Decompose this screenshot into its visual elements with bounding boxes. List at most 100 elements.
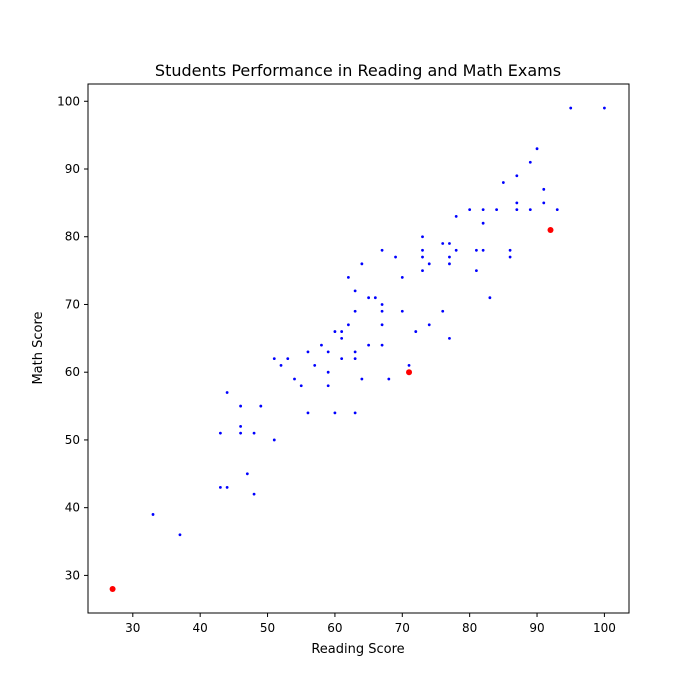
- chart-title: Students Performance in Reading and Math…: [155, 61, 561, 80]
- data-point: [528, 160, 532, 164]
- data-point: [239, 431, 243, 435]
- data-point: [380, 309, 384, 313]
- data-point: [454, 248, 458, 252]
- data-point: [326, 384, 330, 388]
- data-point: [320, 343, 323, 347]
- data-point: [488, 296, 492, 300]
- y-tick-label: 80: [65, 230, 80, 244]
- data-point: [441, 309, 445, 313]
- y-tick-label: 50: [65, 433, 80, 447]
- data-point: [421, 235, 424, 239]
- data-point: [373, 296, 377, 300]
- data-point: [481, 248, 485, 252]
- data-point: [542, 201, 546, 205]
- data-point: [353, 309, 357, 313]
- x-tick-label: 60: [327, 621, 342, 635]
- data-point: [448, 262, 451, 266]
- data-point: [225, 485, 229, 489]
- data-point: [515, 208, 519, 212]
- data-point: [400, 275, 404, 279]
- data-point: [481, 221, 485, 225]
- data-point: [380, 248, 384, 252]
- data-point: [306, 411, 310, 415]
- data-point: [340, 357, 344, 361]
- data-point: [272, 357, 276, 361]
- data-point: [259, 404, 263, 408]
- data-point: [367, 343, 371, 347]
- y-tick-label: 40: [65, 501, 80, 515]
- data-point: [508, 248, 512, 252]
- x-tick-label: 80: [462, 621, 477, 635]
- data-point: [528, 208, 532, 212]
- data-point: [475, 248, 478, 252]
- data-point: [252, 492, 256, 496]
- data-point: [225, 391, 229, 394]
- data-point: [367, 296, 371, 300]
- y-tick-label: 60: [65, 365, 80, 379]
- data-point: [293, 377, 296, 381]
- data-point: [448, 336, 451, 340]
- data-point: [333, 330, 337, 333]
- data-point: [603, 106, 606, 110]
- data-point: [151, 513, 155, 516]
- data-point: [501, 181, 505, 184]
- x-axis-label: Reading Score: [311, 642, 404, 657]
- data-point: [421, 255, 424, 259]
- data-point: [218, 485, 222, 489]
- data-point: [380, 303, 384, 306]
- data-point: [326, 370, 330, 374]
- y-tick-label: 100: [57, 94, 80, 108]
- data-point: [454, 215, 458, 218]
- data-point: [239, 424, 243, 428]
- x-tick-label: 90: [529, 621, 544, 635]
- data-point: [299, 384, 303, 388]
- x-tick-label: 100: [593, 621, 616, 635]
- data-point: [414, 330, 418, 333]
- data-point: [239, 404, 243, 408]
- plot-area-frame: [87, 83, 630, 614]
- data-point: [306, 350, 310, 354]
- y-axis: 30 40 50 60 70 80 90 100: [57, 94, 88, 582]
- data-point: [515, 174, 519, 178]
- data-point: [353, 289, 357, 293]
- data-point: [360, 262, 364, 266]
- data-point: [394, 255, 397, 259]
- data-point: [441, 242, 445, 245]
- data-point: [421, 248, 424, 252]
- y-axis-label: Math Score: [31, 311, 46, 384]
- data-point: [380, 323, 384, 327]
- data-point: [542, 187, 546, 191]
- x-tick-label: 30: [125, 621, 140, 635]
- data-point: [178, 533, 182, 537]
- data-point: [279, 364, 283, 367]
- data-point: [468, 208, 472, 212]
- highlighted-data-point: [109, 585, 116, 592]
- x-tick-label: 50: [260, 621, 275, 635]
- highlighted-data-point: [547, 226, 554, 233]
- highlighted-data-point: [406, 369, 413, 376]
- data-point: [448, 242, 451, 245]
- data-point: [380, 343, 384, 347]
- y-tick-label: 70: [65, 297, 80, 311]
- x-axis: 30 40 50 60 70 80 90 100: [125, 613, 616, 635]
- data-point: [387, 377, 391, 381]
- data-point: [360, 377, 364, 381]
- data-point: [535, 147, 539, 151]
- data-points: [109, 106, 606, 592]
- data-point: [218, 431, 222, 435]
- data-point: [495, 208, 499, 212]
- data-point: [421, 269, 424, 273]
- data-point: [272, 438, 276, 442]
- data-point: [427, 262, 431, 266]
- data-point: [515, 201, 519, 205]
- data-point: [252, 431, 256, 435]
- data-point: [407, 364, 411, 367]
- data-point: [400, 309, 404, 313]
- data-point: [346, 323, 350, 327]
- data-point: [313, 364, 317, 367]
- data-point: [245, 472, 249, 476]
- data-point: [353, 350, 357, 354]
- data-point: [508, 255, 512, 259]
- data-point: [340, 336, 344, 340]
- data-point: [481, 208, 485, 212]
